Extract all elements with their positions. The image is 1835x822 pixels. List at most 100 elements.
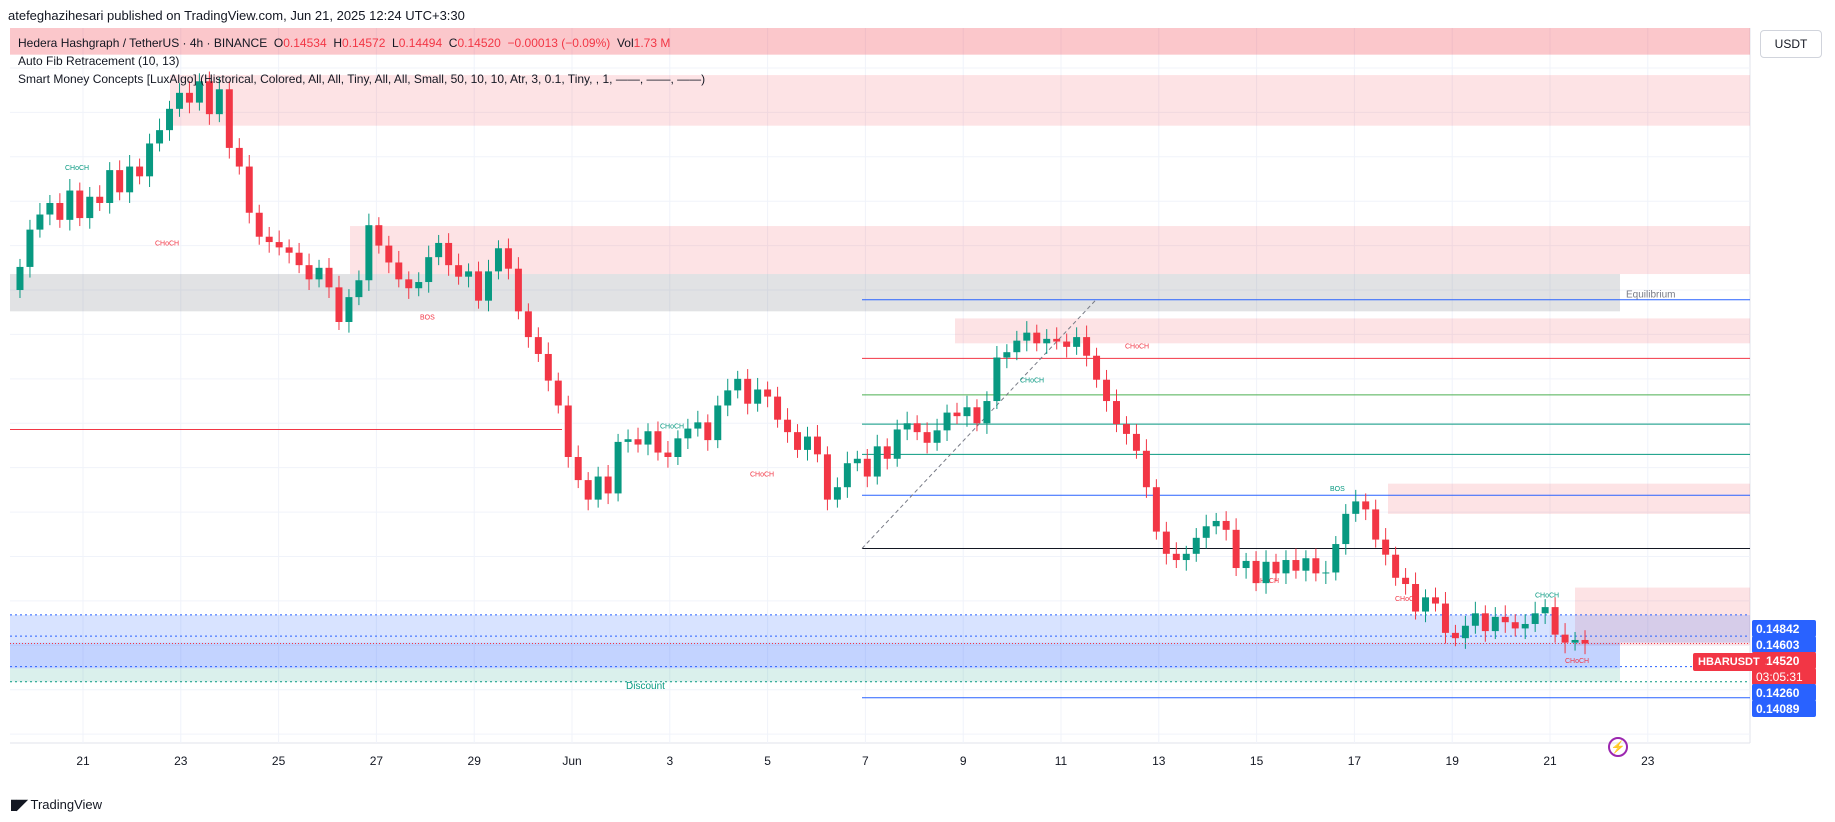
candle-body — [275, 242, 283, 248]
candle-body — [1322, 572, 1330, 574]
fib-trend-line — [861, 299, 1097, 549]
candle-body — [843, 463, 851, 488]
candle-body — [853, 458, 861, 464]
candle-body — [1222, 520, 1230, 530]
structure-annotation: CHoCH — [65, 165, 89, 172]
candle-body — [564, 405, 572, 457]
price-tag-upper: 0.14842 — [1752, 620, 1816, 637]
structure-annotation: CHoCH — [1125, 344, 1149, 351]
candle-body — [594, 476, 602, 500]
candle-body — [295, 252, 303, 266]
candle-body — [823, 454, 831, 500]
candle-body — [1451, 632, 1459, 639]
candle-body — [604, 476, 612, 494]
candle-body — [1152, 487, 1160, 532]
candle-body — [993, 357, 1001, 402]
legend-indicator-smc[interactable]: Smart Money Concepts [LuxAlgo] (Historic… — [18, 72, 706, 86]
candle-body — [1003, 352, 1011, 358]
candle-body — [96, 196, 104, 203]
x-tick-label: 23 — [174, 754, 188, 768]
legend-open-label: O — [273, 36, 284, 50]
candle-body — [195, 81, 203, 103]
candle-body — [1113, 401, 1120, 425]
tradingview-logo-icon: ▮◤ — [10, 796, 28, 812]
candle-body — [624, 439, 632, 442]
candle-body — [265, 236, 273, 243]
equilibrium-zone — [10, 274, 1620, 312]
candle-body — [943, 412, 951, 431]
legend-indicator-fib[interactable]: Auto Fib Retracement (10, 13) — [18, 54, 180, 68]
candle-body — [1432, 597, 1439, 604]
candle-body — [833, 487, 841, 500]
price-tag-mid: 0.14603 — [1752, 636, 1816, 653]
candle-body — [435, 242, 443, 258]
candle-body — [794, 432, 802, 450]
price-chart[interactable]: 0.210000.205000.200000.195000.190000.185… — [10, 28, 1760, 782]
currency-button[interactable]: USDT — [1760, 30, 1822, 58]
x-tick-label: 27 — [370, 754, 384, 768]
discount-zone-blue — [10, 615, 1750, 643]
structure-annotation: CHoCH — [1395, 596, 1419, 603]
candle-body — [1013, 340, 1021, 353]
lightning-icon[interactable]: ⚡ — [1608, 737, 1628, 757]
candle-body — [355, 280, 363, 298]
x-tick-label: Jun — [562, 754, 581, 768]
candle-body — [36, 214, 44, 230]
candle-body — [106, 170, 114, 203]
candle-body — [315, 267, 323, 280]
candle-body — [385, 245, 393, 263]
candle-body — [1232, 529, 1240, 569]
candle-body — [1441, 603, 1449, 633]
candle-body — [1461, 625, 1469, 639]
candle-body — [126, 166, 134, 193]
structure-annotation: CHoCH — [155, 241, 179, 248]
candle-body — [803, 436, 811, 450]
candle-body — [1531, 613, 1539, 624]
candle-body — [66, 190, 74, 220]
candle-body — [704, 422, 712, 441]
candle-body — [175, 92, 183, 109]
candle-body — [1282, 560, 1290, 574]
candle-body — [1192, 537, 1200, 554]
x-tick-label: 7 — [862, 754, 869, 768]
candle-body — [544, 353, 552, 381]
candle-body — [375, 225, 383, 246]
chart-legend: Hedera Hashgraph / TetherUS · 4h · BINAN… — [18, 34, 705, 88]
candle-body — [136, 166, 144, 177]
published-header: atefeghazihesari published on TradingVie… — [8, 8, 465, 23]
candle-body — [1541, 607, 1549, 614]
x-tick-label: 29 — [468, 754, 482, 768]
discount-zone-green — [10, 668, 1620, 682]
candle-body — [514, 268, 522, 312]
candle-body — [764, 389, 772, 397]
equilibrium-label: Equilibrium — [1626, 290, 1675, 301]
x-tick-label: 19 — [1446, 754, 1460, 768]
candle-body — [1212, 520, 1220, 527]
candle-body — [1023, 332, 1031, 341]
candle-body — [116, 170, 124, 193]
candle-body — [405, 279, 413, 289]
legend-change-value: −0.00013 (−0.09%) — [507, 36, 611, 50]
candle-body — [634, 439, 642, 445]
candle-body — [1172, 553, 1180, 561]
legend-symbol-title[interactable]: Hedera Hashgraph / TetherUS · 4h · BINAN… — [18, 36, 268, 50]
candle-body — [1093, 355, 1101, 380]
legend-high-value: 0.14572 — [341, 36, 386, 50]
legend-volume-label: Vol — [616, 36, 634, 50]
candle-body — [395, 262, 403, 280]
tradingview-logo[interactable]: ▮◤ TradingView — [10, 796, 102, 813]
candle-body — [724, 390, 732, 406]
candle-body — [445, 242, 453, 266]
candle-body — [235, 147, 243, 167]
candle-body — [1551, 607, 1559, 635]
candle-body — [1312, 558, 1320, 574]
discount-zone-deep — [10, 642, 1620, 669]
candle-body — [534, 337, 542, 354]
candle-body — [1491, 616, 1499, 632]
candle-body — [1352, 501, 1360, 514]
x-tick-label: 11 — [1055, 754, 1068, 768]
candle-countdown: 03:05:31 — [1752, 668, 1816, 685]
structure-annotation: CHoCH — [660, 424, 684, 431]
legend-ohlc-row: Hedera Hashgraph / TetherUS · 4h · BINAN… — [18, 34, 705, 52]
candle-body — [1053, 338, 1061, 342]
